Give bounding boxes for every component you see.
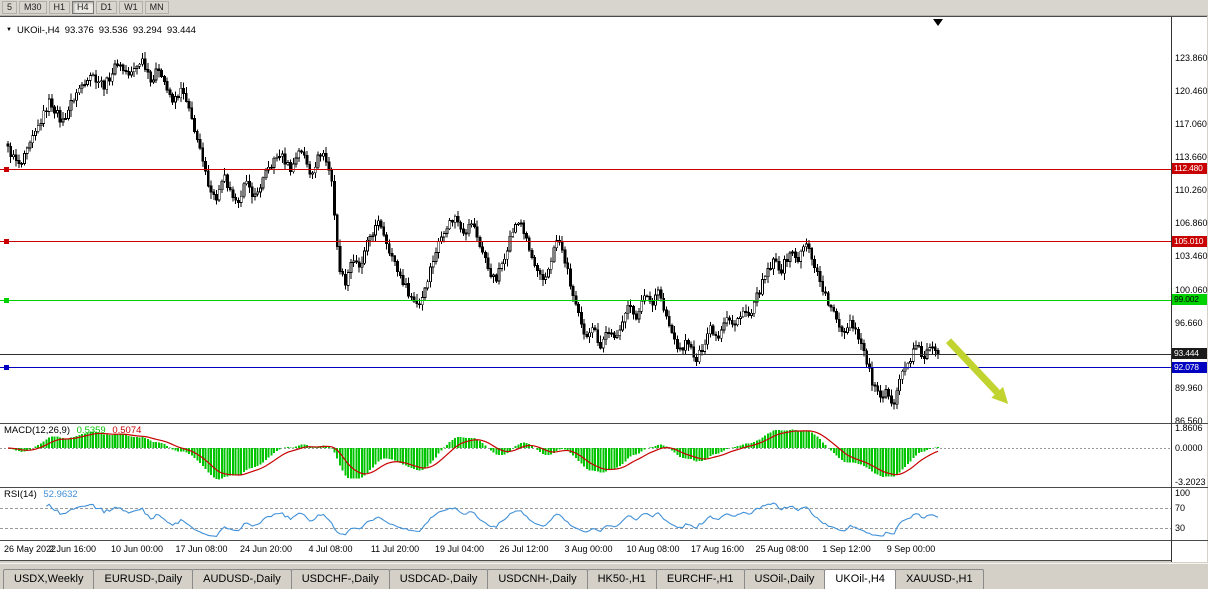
time-axis-label: 11 Jul 20:00 (370, 544, 420, 554)
rsi-name: RSI(14) (4, 489, 37, 500)
resistance-lower-price-badge: 105.010 (1172, 236, 1207, 247)
price-tick: 110.260 (1175, 185, 1207, 196)
rsi-tick: 30 (1175, 523, 1186, 533)
symbol-tab-usdchf-daily[interactable]: USDCHF-,Daily (290, 569, 390, 589)
ohlc-low: 93.294 (132, 25, 162, 36)
ohlc-open: 93.376 (64, 25, 94, 36)
timeframe-button-d1[interactable]: D1 (95, 1, 118, 14)
chart-area[interactable]: ▼ UKOil-,H4 93.376 93.536 93.294 93.444 … (0, 16, 1208, 562)
time-axis-label: 25 Aug 08:00 (755, 544, 809, 554)
macd-tick: -3.2023 (1175, 476, 1206, 487)
macd-indicator-label: MACD(12,26,9) 0.5359 0.5074 (4, 425, 145, 436)
symbol-tab-ukoil-h4[interactable]: UKOil-,H4 (824, 569, 896, 589)
timeframe-button-mn[interactable]: MN (144, 1, 169, 14)
scale-separator (1172, 423, 1208, 424)
down-arrow-annotation-head (991, 386, 1009, 404)
time-axis-label: 2 Jun 16:00 (48, 544, 97, 554)
timeframe-button-h1[interactable]: H1 (48, 1, 71, 14)
symbol-tab-usdx-weekly[interactable]: USDX,Weekly (3, 569, 95, 589)
time-axis-label: 9 Sep 00:00 (886, 544, 936, 554)
time-axis-label: 17 Jun 08:00 (175, 544, 228, 554)
symbol-tab-eurchf-h1[interactable]: EURCHF-,H1 (655, 569, 745, 589)
price-tick: 120.460 (1175, 86, 1208, 97)
rsi-tick: 100 (1175, 488, 1191, 498)
price-tick: 100.060 (1175, 284, 1208, 295)
time-axis-label: 4 Jul 08:00 (308, 544, 353, 554)
rsi-indicator-label: RSI(14) 52.9632 (4, 489, 82, 500)
time-axis-label: 26 Jul 12:00 (499, 544, 549, 554)
candlestick-chart[interactable] (0, 17, 1171, 562)
macd-tick: 1.8606 (1175, 423, 1203, 434)
symbol-title: UKOil-,H4 (16, 25, 60, 36)
timeframe-toolbar: 5 M30 H1 H4 D1 W1 MN (0, 0, 1208, 16)
symbol-tabbar: USDX,Weekly EURUSD-,Daily AUDUSD-,Daily USD… (0, 563, 1208, 589)
macd-signal-value: 0.5074 (112, 425, 142, 436)
price-tick: 86.560 (1175, 415, 1203, 426)
time-axis-label: 17 Aug 16:00 (690, 544, 745, 554)
rsi-tick: 70 (1175, 503, 1186, 513)
ohlc-close: 93.444 (166, 25, 196, 36)
symbol-tab-usdcad-daily[interactable]: USDCAD-,Daily (388, 569, 489, 589)
symbol-tab-usoil-daily[interactable]: USOil-,Daily (743, 569, 826, 589)
timeframe-button-m30[interactable]: M30 (19, 1, 47, 14)
time-axis-label: 24 Jun 20:00 (239, 544, 293, 554)
resistance-upper-price-badge: 112.480 (1172, 163, 1207, 174)
rsi-value: 52.9632 (43, 489, 78, 500)
price-tick: 96.660 (1175, 317, 1203, 328)
symbol-tab-audusd-daily[interactable]: AUDUSD-,Daily (192, 569, 292, 589)
ohlc-high: 93.536 (98, 25, 128, 36)
scale-separator (1172, 540, 1208, 541)
symbol-info: ▼ UKOil-,H4 93.376 93.536 93.294 93.444 (6, 25, 196, 36)
down-arrow-annotation[interactable] (945, 338, 1000, 395)
support-blue-price-badge: 92.078 (1172, 362, 1207, 373)
price-tick: 103.460 (1175, 251, 1208, 262)
timeframe-button-h4[interactable]: H4 (72, 1, 94, 14)
time-axis-label: 10 Aug 08:00 (626, 544, 680, 554)
timeframe-button-5[interactable]: 5 (2, 1, 18, 14)
macd-main-value: 0.5359 (76, 425, 106, 436)
support-green-price-badge: 99.002 (1172, 294, 1207, 305)
price-tick: 89.960 (1175, 382, 1203, 393)
chevron-down-icon[interactable]: ▼ (6, 27, 12, 33)
price-tick: 106.860 (1175, 218, 1208, 229)
macd-name: MACD(12,26,9) (4, 425, 70, 436)
price-scale[interactable]: 123.860 120.460 117.060 113.660 110.260 106.8… (1171, 17, 1208, 562)
time-axis-label: 10 Jun 00:00 (110, 544, 164, 554)
price-tick: 117.060 (1175, 119, 1207, 130)
price-tick: 123.860 (1175, 53, 1208, 63)
symbol-tab-xauusd-h1[interactable]: XAUUSD-,H1 (894, 569, 984, 589)
symbol-tab-usdcnh-daily[interactable]: USDCNH-,Daily (487, 569, 588, 589)
symbol-tab-hk50-h1[interactable]: HK50-,H1 (586, 569, 657, 589)
time-axis-label: 19 Jul 04:00 (434, 544, 485, 554)
current-price-price-badge: 93.444 (1172, 348, 1207, 359)
price-tick: 113.660 (1175, 152, 1207, 163)
symbol-tab-eurusd-daily[interactable]: EURUSD-,Daily (93, 569, 194, 589)
scale-separator (1172, 487, 1208, 488)
time-axis-label: 26 May 2022 (4, 544, 57, 554)
timeframe-button-w1[interactable]: W1 (119, 1, 143, 14)
time-axis-label: 1 Sep 12:00 (822, 544, 871, 554)
time-axis-label: 3 Aug 00:00 (564, 544, 613, 554)
macd-tick: 0.0000 (1175, 443, 1203, 453)
